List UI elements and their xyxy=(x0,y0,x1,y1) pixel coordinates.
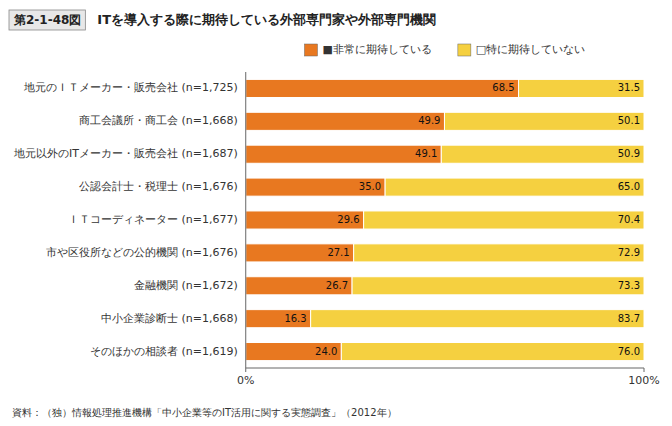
data-label: 24.0 xyxy=(315,346,337,357)
category-label: 商工会議所・商工会 (n=1,668) xyxy=(79,114,238,127)
data-label: 31.5 xyxy=(618,82,640,93)
category-label: 金融機関 (n=1,672) xyxy=(134,279,238,292)
y-axis-labels: 地元のＩＴメーカー・販売会社 (n=1,725) 商工会議所・商工会 (n=1,6… xyxy=(13,81,238,357)
bars xyxy=(246,79,644,360)
axes: 0% 100% xyxy=(237,72,660,387)
legend: ■非常に期待している □特に期待していない xyxy=(304,43,585,56)
category-label: 地元のＩＴメーカー・販売会社 (n=1,725) xyxy=(23,81,238,94)
figure-number-box xyxy=(9,10,85,30)
data-label: 72.9 xyxy=(618,247,640,258)
category-label: 地元以外のITメーカー・販売会社 (n=1,687) xyxy=(13,147,238,160)
category-label: 中小企業診断士 (n=1,668) xyxy=(101,312,238,325)
legend-swatch xyxy=(458,44,471,56)
footer: 資料：（独）情報処理推進機構「中小企業等のIT活用に関する実態調査」（2012年… xyxy=(12,407,397,418)
bar xyxy=(246,178,385,196)
bar xyxy=(246,277,352,295)
bar xyxy=(354,244,644,262)
bar xyxy=(441,145,644,163)
figure-number: 第2-1-48図 xyxy=(13,13,81,27)
legend-item: ■非常に期待している xyxy=(304,43,431,56)
chart: 第2-1-48図 ITを導入する際に期待している外部専門家や外部専門機関地元のＩＴ… xyxy=(0,0,672,426)
data-label: 35.0 xyxy=(359,181,381,192)
bar xyxy=(341,343,644,361)
bar xyxy=(246,211,364,229)
data-label: 73.3 xyxy=(618,280,640,291)
bar xyxy=(246,343,342,361)
bar xyxy=(364,211,644,229)
legend-swatch xyxy=(304,44,317,56)
category-label: ＩＴコーディネーター (n=1,677) xyxy=(68,213,238,226)
x-tick-label: 0% xyxy=(237,374,254,387)
bar xyxy=(519,79,644,97)
data-labels: 68.5 31.5 49.9 50.1 49.1 50.9 35.0 65.0 29.6 70.4… xyxy=(284,82,640,356)
bar xyxy=(352,277,644,295)
bar xyxy=(246,79,519,97)
data-label: 29.6 xyxy=(337,214,359,225)
data-label: 68.5 xyxy=(492,82,514,93)
bar xyxy=(385,178,644,196)
y-axis-line xyxy=(245,72,246,368)
legend-item: □特に期待していない xyxy=(458,43,585,56)
data-label: 70.4 xyxy=(618,214,640,225)
x-axis-line xyxy=(246,368,644,369)
bar xyxy=(246,145,442,163)
category-label: そのほかの相談者 (n=1,619) xyxy=(90,345,238,358)
data-label: 16.3 xyxy=(284,313,306,324)
data-label: 49.9 xyxy=(418,115,440,126)
x-tick xyxy=(644,368,645,372)
bar xyxy=(246,310,311,328)
title: ITを導入する際に期待している外部専門家や外部専門機関 xyxy=(97,12,436,27)
x-tick-label: 100% xyxy=(628,374,659,387)
bar xyxy=(246,112,445,130)
header: 第2-1-48図 ITを導入する際に期待している外部専門家や外部専門機関 xyxy=(9,10,436,30)
bar xyxy=(444,112,644,130)
legend-label: ■非常に期待している xyxy=(322,43,431,56)
data-label: 49.1 xyxy=(415,148,437,159)
bar xyxy=(246,244,354,262)
legend-label: □特に期待していない xyxy=(476,43,585,56)
data-label: 50.9 xyxy=(618,148,640,159)
data-label: 83.7 xyxy=(618,313,640,324)
category-label: 公認会計士・税理士 (n=1,676) xyxy=(79,180,238,193)
data-label: 76.0 xyxy=(618,346,640,357)
data-label: 26.7 xyxy=(326,280,348,291)
x-tick xyxy=(245,368,246,372)
data-label: 27.1 xyxy=(327,247,349,258)
data-label: 65.0 xyxy=(618,181,640,192)
category-label: 市や区役所などの公的機関 (n=1,676) xyxy=(46,246,238,259)
bar xyxy=(311,310,644,328)
data-label: 50.1 xyxy=(618,115,640,126)
